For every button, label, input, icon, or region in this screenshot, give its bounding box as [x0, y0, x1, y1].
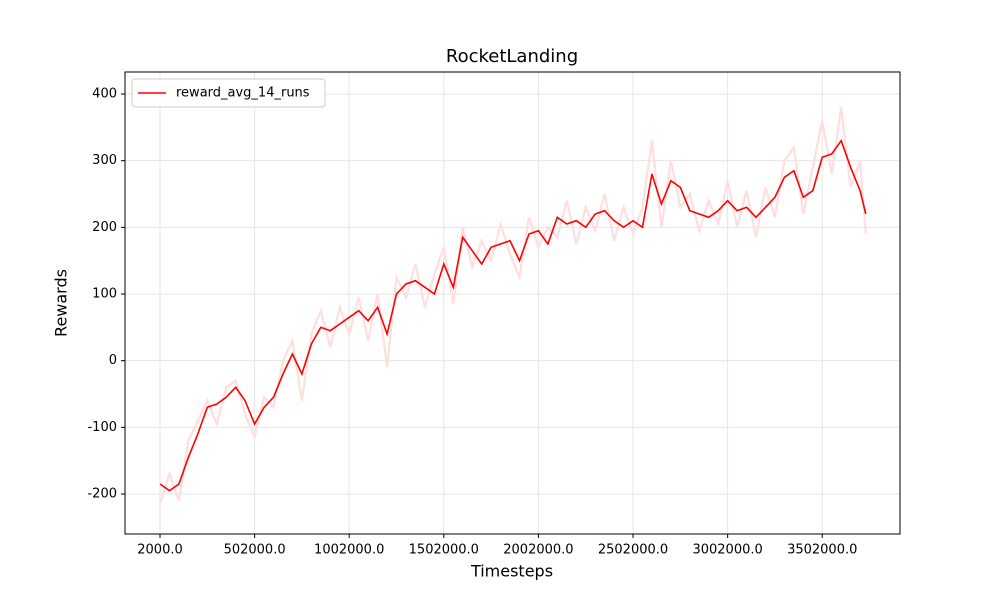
x-axis-label: Timesteps [470, 562, 553, 581]
y-tick-label: 100 [92, 287, 117, 302]
legend-label: reward_avg_14_runs [176, 86, 310, 101]
data-line [159, 138, 867, 492]
y-tick-label: 300 [92, 153, 117, 168]
x-tick-label: 1502000.0 [409, 543, 479, 558]
y-tick-label: 200 [92, 220, 117, 235]
plot-frame [124, 71, 901, 535]
x-tick-label: 2502000.0 [598, 543, 668, 558]
y-tick-label: -100 [87, 420, 117, 435]
raw-line [158, 107, 867, 505]
y-tick-label: -200 [87, 487, 117, 502]
chart-title: RocketLanding [446, 46, 578, 67]
y-tick-label: 400 [92, 87, 117, 102]
x-tick-label: 3502000.0 [787, 543, 857, 558]
y-axis-label: Rewards [52, 269, 71, 337]
y-tick-label: 0 [109, 353, 117, 368]
x-tick-label: 502000.0 [224, 543, 286, 558]
x-tick-label: 3002000.0 [692, 543, 762, 558]
legend-box [131, 78, 326, 108]
x-tick-label: 1002000.0 [314, 543, 384, 558]
x-tick-label: 2002000.0 [503, 543, 573, 558]
x-tick-label: 2000.0 [137, 543, 183, 558]
legend: reward_avg_14_runs [131, 78, 326, 108]
